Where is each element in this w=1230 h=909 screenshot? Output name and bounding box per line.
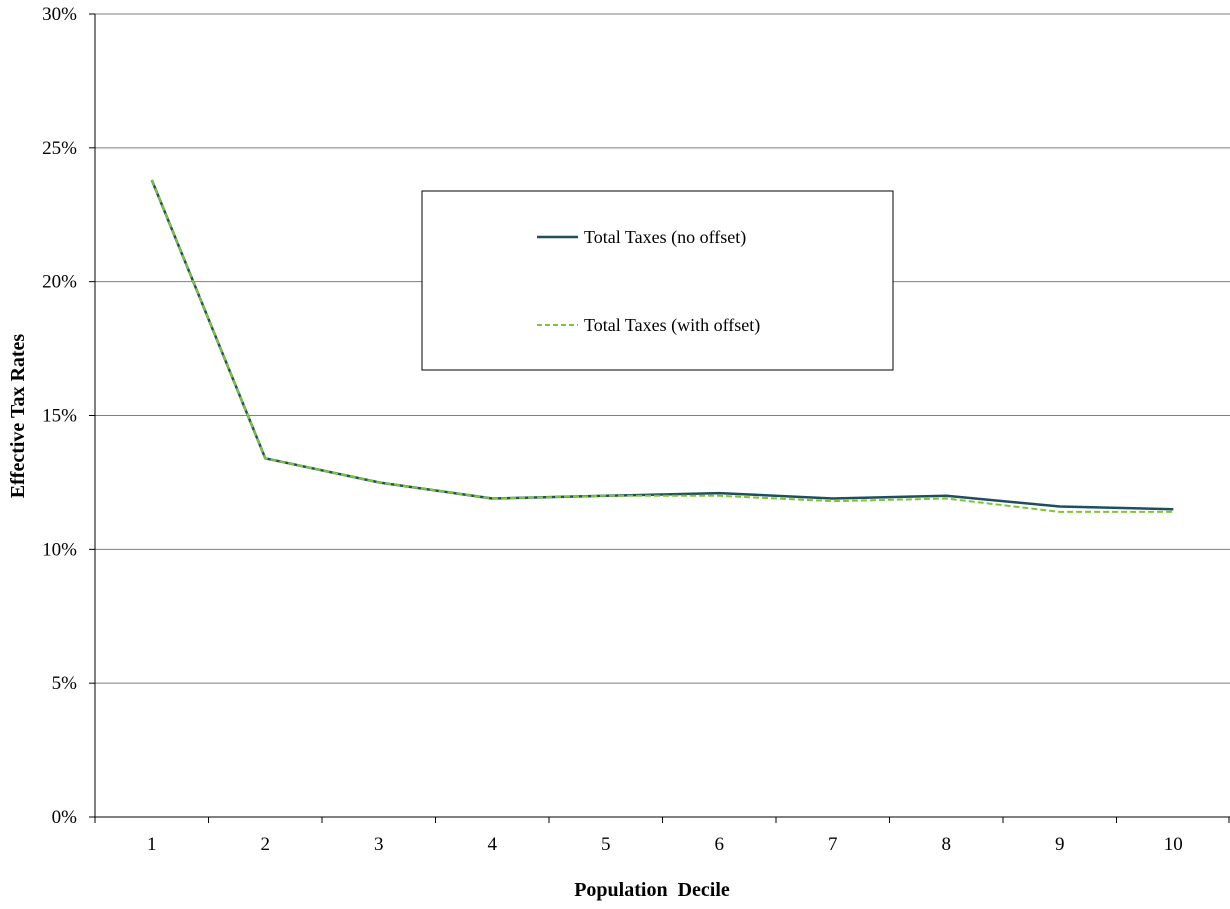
- y-tick-label: 15%: [42, 406, 77, 427]
- y-tick-label: 5%: [52, 673, 78, 694]
- gridlines: [95, 13, 1230, 684]
- y-axis-title: Effective Tax Rates: [7, 334, 29, 499]
- x-tick-label: 9: [1055, 834, 1065, 855]
- x-tick-label: 5: [601, 834, 611, 855]
- legend-box: [421, 190, 894, 371]
- y-tick-label: 0%: [52, 807, 78, 828]
- x-axis-title: Population Decile: [574, 879, 730, 901]
- legend-label-with-offset: Total Taxes (with offset): [584, 315, 760, 336]
- y-tick-label: 30%: [42, 4, 77, 25]
- x-tick-label: 6: [715, 834, 725, 855]
- series-line-no-offset: [150, 179, 1174, 511]
- x-tick-label: 7: [828, 834, 838, 855]
- x-tick-label: 2: [261, 834, 271, 855]
- y-tick-label: 20%: [42, 272, 77, 293]
- x-tick-label: 4: [488, 834, 498, 855]
- legend: Total Taxes (no offset) Total Taxes (wit…: [421, 190, 894, 371]
- x-tick-label: 3: [374, 834, 384, 855]
- legend-label-no-offset: Total Taxes (no offset): [584, 227, 746, 248]
- x-tick-label: 8: [942, 834, 952, 855]
- x-axis-ticks: 1 2 3 4 5 6 7 8 9 10: [94, 817, 1230, 855]
- y-axis-ticks: 0% 5% 10% 15% 20% 25% 30%: [42, 4, 95, 828]
- series-lines: [150, 179, 1174, 513]
- x-tick-label: 10: [1164, 834, 1183, 855]
- y-tick-label: 25%: [42, 138, 77, 159]
- y-tick-label: 10%: [42, 539, 77, 560]
- x-tick-label: 1: [147, 834, 157, 855]
